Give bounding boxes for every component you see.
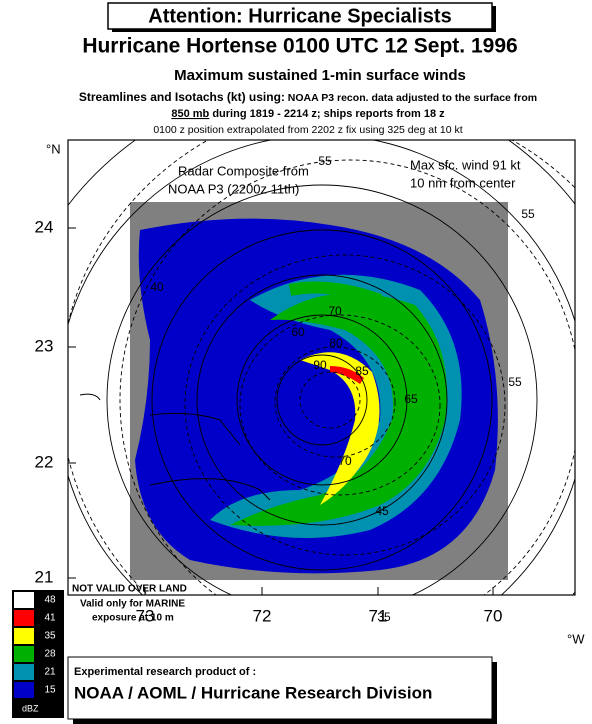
coastline [79,393,271,501]
banner: Attention: Hurricane Specialists [148,5,451,27]
legend-label: 48 [44,595,56,606]
isotach-label: 45 [375,504,389,518]
radar-note: Radar Composite from [178,163,309,178]
marine-note: exposure at 10 m [92,613,174,624]
max-wind-note: 10 nm from center [410,175,516,190]
lon-label: 72 [253,606,272,625]
isotach-label: 35 [377,610,391,624]
marine-note: Valid only for MARINE [80,599,185,610]
legend-label: 28 [44,649,56,660]
legend-swatch [14,592,34,608]
title: Hurricane Hortense 0100 UTC 12 Sept. 199… [82,35,517,58]
legend-label: 15 [44,685,56,696]
position-note: 0100 z position extrapolated from 2202 z… [153,124,462,136]
lon-unit: °W [567,631,585,646]
legend-swatch [14,628,34,644]
legend-swatch [14,646,34,662]
footer-org: NOAA / AOML / Hurricane Research Divisio… [74,683,432,702]
legend-label: 35 [44,631,56,642]
level-line: 850 mb during 1819 - 2214 z; ships repor… [171,108,445,120]
sources-bold: Streamlines and Isotachs (kt) using: [79,90,285,104]
subtitle: Maximum sustained 1-min surface winds [174,67,466,84]
legend-label: 41 [44,613,56,624]
land-warning: NOT VALID OVER LAND [72,584,187,595]
lat-label: 24 [35,217,54,236]
legend-label: 21 [44,667,56,678]
sources-rest: NOAA P3 recon. data adjusted to the surf… [285,92,537,104]
radar-echo [230,293,447,526]
legend-swatch [14,664,34,680]
isotach-label: 55 [521,207,535,221]
isotach-label: 90 [313,358,327,372]
legend-unit: dBZ [22,703,39,713]
legend: 48 41 35 28 21 15 [14,592,56,698]
sources-line: Streamlines and Isotachs (kt) using: NOA… [79,90,537,104]
streamlines [68,140,575,595]
lon-label: 71 [369,606,388,625]
isotach-label: 70 [338,454,352,468]
lon-label: 73 [136,606,155,625]
isotach-label: 60 [291,325,305,339]
lat-label: 23 [35,336,54,355]
radar-echo [300,352,380,505]
legend-swatch [14,682,34,698]
level: 850 mb [171,108,209,120]
isotachs [68,140,575,595]
lat-label: 22 [35,452,54,471]
footer-line: Experimental research product of : [74,666,256,678]
radar-note: NOAA P3 (2200z 11th) [168,181,299,196]
isotach-label: 70 [328,304,342,318]
lon-label: 70 [484,606,503,625]
radar-echo [330,366,364,384]
isotach-label: 85 [355,364,369,378]
footer-box [67,656,493,720]
isotach-label: 65 [404,392,418,406]
lat-unit: °N [46,141,61,156]
lat-label: 21 [35,567,54,586]
isotach-label: 55 [508,375,522,389]
legend-swatch [14,610,34,626]
map [68,140,575,595]
map-frame [67,139,576,596]
isotach-label: 55 [318,154,332,168]
level-rest: during 1819 - 2214 z; ships reports from… [209,108,445,120]
radar-eye [304,387,341,425]
isotach-label: 80 [329,336,343,350]
max-wind-note: Max sfc. wind 91 kt [410,157,521,172]
banner-box [107,2,493,30]
isotach-label: 40 [150,280,164,294]
radar-echo [288,281,383,306]
